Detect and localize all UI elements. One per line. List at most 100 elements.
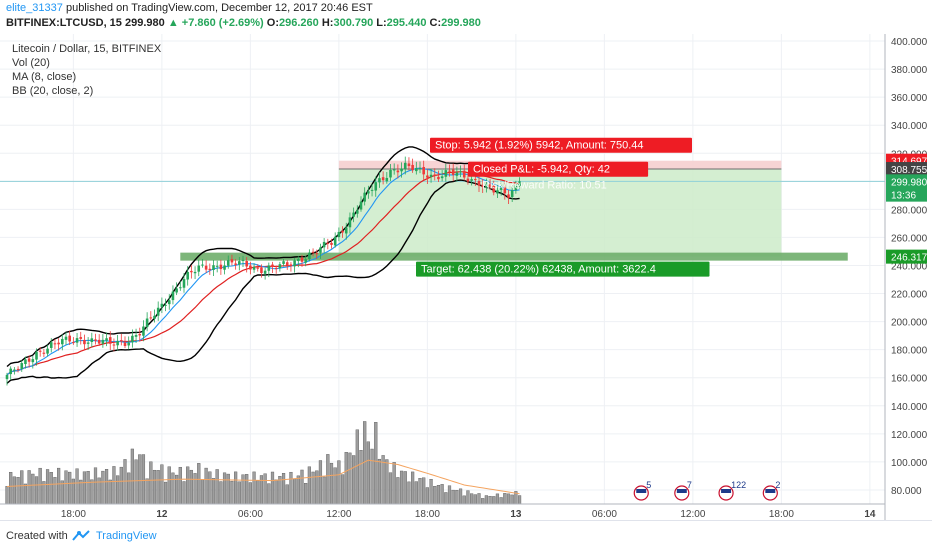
volume-bar-112 [418, 478, 422, 505]
high-value: 300.790 [333, 17, 374, 29]
footer-bar: Created with TradingView [0, 520, 932, 551]
event-count-1: 7 [687, 480, 692, 490]
candle-body-12 [49, 342, 53, 348]
candle-body-67 [252, 266, 256, 270]
volume-bar-41 [156, 470, 160, 505]
closed-pl-label-text: Closed P&L: -5.942, Qty: 42 [473, 164, 610, 176]
volume-bar-115 [429, 479, 433, 505]
candle-body-101 [378, 178, 381, 183]
time-tick-6: 06:00 [592, 509, 617, 520]
legend-title: Litecoin / Dollar, 15, BITFINEX [12, 43, 162, 55]
volume-bar-54 [204, 467, 208, 505]
volume-bar-80 [300, 469, 304, 505]
volume-bar-3 [16, 477, 20, 505]
legend-bb[interactable]: BB (20, close, 2) [12, 85, 94, 97]
low-value: 295.440 [386, 17, 427, 29]
volume-bar-40 [152, 469, 157, 505]
candle-body-26 [101, 339, 105, 344]
candle-body-0 [5, 374, 9, 380]
volume-bar-6 [27, 470, 31, 505]
volume-bar-121 [451, 489, 455, 505]
candle-body-13 [53, 343, 57, 345]
price-tick-9: 260.000 [891, 233, 928, 244]
candle-body-115 [429, 174, 433, 178]
volume-bar-65 [245, 474, 249, 505]
candle-body-132 [492, 185, 496, 193]
volume-bar-60 [226, 473, 230, 505]
volume-bar-62 [234, 471, 238, 505]
volume-bar-20 [79, 479, 83, 505]
volume-bar-90 [337, 460, 341, 505]
candle-body-133 [496, 190, 499, 194]
candle-body-55 [208, 268, 212, 271]
price-tick-13: 340.000 [891, 121, 928, 132]
author-link[interactable]: elite_31337 [6, 2, 63, 14]
time-tick-5: 13 [510, 509, 522, 520]
candle-body-111 [415, 168, 418, 172]
time-tick-3: 12:00 [326, 509, 351, 520]
volume-bar-17 [68, 471, 72, 505]
volume-bar-91 [340, 474, 345, 505]
candle-body-43 [164, 304, 167, 306]
candle-body-54 [204, 265, 208, 270]
candle-body-86 [322, 241, 326, 248]
volume-bar-34 [130, 448, 134, 505]
volume-bar-128 [477, 493, 481, 505]
volume-bar-122 [455, 490, 459, 505]
volume-bar-51 [193, 473, 197, 505]
bb-upper-line [6, 146, 520, 368]
volume-bar-79 [296, 475, 300, 505]
candle-body-138 [514, 185, 518, 191]
candle-body-32 [123, 342, 127, 346]
volume-bar-117 [436, 484, 441, 505]
event-marker-0: 5 [633, 480, 651, 501]
candle-body-77 [289, 264, 293, 266]
candle-body-98 [367, 191, 370, 194]
candle-body-53 [201, 264, 204, 266]
volume-bar-27 [104, 469, 109, 505]
candle-body-21 [83, 339, 86, 345]
volume-bar-35 [134, 459, 138, 505]
volume-bar-135 [503, 493, 507, 505]
price-badge-text-4: 246.317 [891, 253, 928, 264]
volume-bar-71 [267, 483, 271, 505]
volume-bar-94 [352, 455, 356, 505]
volume-bar-134 [499, 497, 503, 505]
price-badge-bg-3 [886, 187, 927, 202]
volume-bar-116 [433, 485, 437, 505]
tradingview-link[interactable]: TradingView [96, 530, 157, 542]
volume-ma-line [6, 459, 520, 495]
symbol-label: BITFINEX:LTCUSD, 15 [6, 17, 122, 29]
time-tick-0: 18:00 [61, 509, 86, 520]
volume-bar-139 [517, 495, 522, 505]
volume-bar-37 [141, 454, 146, 505]
candle-body-114 [426, 175, 429, 178]
price-tick-1: 100.000 [891, 458, 928, 469]
volume-bar-9 [38, 467, 42, 505]
price-chart[interactable]: Stop: 5.942 (1.92%) 5942, Amount: 750.44… [0, 34, 932, 520]
volume-bar-68 [256, 480, 260, 505]
candle-body-31 [120, 340, 123, 342]
open-label: O: [266, 17, 280, 29]
candle-body-70 [263, 270, 267, 274]
flag-stripe-icon-1 [676, 489, 687, 493]
candle-body-92 [344, 227, 348, 234]
chart-header: elite_31337 published on TradingView.com… [0, 0, 932, 34]
price-tick-8: 240.000 [891, 261, 928, 272]
event-count-0: 5 [646, 480, 651, 490]
candle-body-79 [297, 258, 300, 262]
volume-bar-5 [23, 483, 28, 505]
volume-bar-16 [64, 470, 68, 505]
volume-bar-0 [5, 486, 9, 505]
volume-bar-108 [403, 471, 407, 505]
legend-vol[interactable]: Vol (20) [12, 57, 50, 69]
closed-pl-label-bg [468, 161, 649, 177]
volume-bar-22 [86, 471, 90, 505]
close-label: C: [429, 17, 442, 29]
price-tick-10: 280.000 [891, 205, 928, 216]
candle-body-56 [212, 265, 215, 271]
legend-ma[interactable]: MA (8, close) [12, 71, 77, 83]
candle-body-22 [86, 342, 90, 344]
candle-body-28 [108, 337, 112, 344]
time-tick-1: 12 [156, 509, 168, 520]
